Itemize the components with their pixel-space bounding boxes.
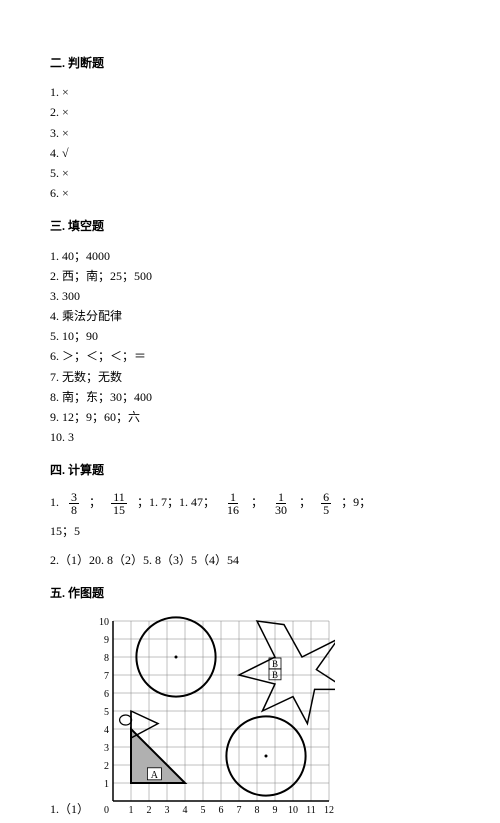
svg-text:1: 1 bbox=[104, 779, 109, 790]
calc-mid: ；1. 7；1. 47； bbox=[137, 493, 215, 512]
svg-text:6: 6 bbox=[219, 805, 224, 816]
judge-5: 5. × bbox=[50, 164, 450, 183]
frac-2: 11 15 bbox=[111, 491, 127, 516]
sep: ； bbox=[299, 493, 311, 512]
judge-answers: 1. × 2. × 3. × 4. √ 5. × 6. × bbox=[50, 83, 450, 203]
svg-text:1: 1 bbox=[129, 805, 134, 816]
grid-figure: 123456789101112123456789100BBA bbox=[95, 613, 335, 823]
section-4-title: 四. 计算题 bbox=[50, 461, 450, 480]
svg-text:2: 2 bbox=[147, 805, 152, 816]
figure-container: 1.（1） 123456789101112123456789100BBA bbox=[50, 613, 450, 823]
calc-line-1: 1. 3 8 ； 11 15 ；1. 7；1. 47； 1 16 ； 1 30 … bbox=[50, 491, 450, 516]
fill-7: 7. 无数；无数 bbox=[50, 368, 450, 387]
judge-6: 6. × bbox=[50, 184, 450, 203]
svg-text:9: 9 bbox=[273, 805, 278, 816]
calc-answers: 1. 3 8 ； 11 15 ；1. 7；1. 47； 1 16 ； 1 30 … bbox=[50, 491, 450, 570]
svg-text:7: 7 bbox=[237, 805, 242, 816]
svg-text:3: 3 bbox=[165, 805, 170, 816]
svg-text:9: 9 bbox=[104, 635, 109, 646]
svg-text:6: 6 bbox=[104, 689, 109, 700]
calc-line-3: 2.（1）20. 8（2）5. 8（3）5（4）54 bbox=[50, 551, 450, 570]
section-5-title: 五. 作图题 bbox=[50, 584, 450, 603]
frac-3: 1 16 bbox=[225, 491, 241, 516]
fill-5: 5. 10；90 bbox=[50, 327, 450, 346]
fill-10: 10. 3 bbox=[50, 428, 450, 447]
svg-text:B: B bbox=[272, 670, 278, 680]
frac-5: 6 5 bbox=[321, 491, 331, 516]
fill-1: 1. 40；4000 bbox=[50, 247, 450, 266]
calc-prefix: 1. bbox=[50, 493, 59, 512]
fill-8: 8. 南；东；30；400 bbox=[50, 388, 450, 407]
svg-text:0: 0 bbox=[104, 805, 109, 816]
figure-label: 1.（1） bbox=[50, 800, 89, 819]
svg-text:3: 3 bbox=[104, 743, 109, 754]
svg-text:B: B bbox=[272, 659, 278, 669]
frac-4: 1 30 bbox=[273, 491, 289, 516]
svg-text:7: 7 bbox=[104, 671, 109, 682]
svg-text:A: A bbox=[151, 770, 159, 781]
svg-text:4: 4 bbox=[104, 725, 109, 736]
fill-2: 2. 西；南；25；500 bbox=[50, 267, 450, 286]
calc-line-2: 15；5 bbox=[50, 522, 450, 541]
svg-text:4: 4 bbox=[183, 805, 188, 816]
svg-text:5: 5 bbox=[201, 805, 206, 816]
fill-6: 6. ＞；＜；＜；＝ bbox=[50, 347, 450, 366]
fill-9: 9. 12；9；60；六 bbox=[50, 408, 450, 427]
sep: ； bbox=[89, 493, 101, 512]
judge-4: 4. √ bbox=[50, 144, 450, 163]
judge-3: 3. × bbox=[50, 124, 450, 143]
svg-text:12: 12 bbox=[324, 805, 334, 816]
sep: ； bbox=[251, 493, 263, 512]
svg-text:8: 8 bbox=[255, 805, 260, 816]
judge-1: 1. × bbox=[50, 83, 450, 102]
fill-3: 3. 300 bbox=[50, 287, 450, 306]
section-3-title: 三. 填空题 bbox=[50, 217, 450, 236]
svg-text:10: 10 bbox=[99, 617, 109, 628]
section-2-title: 二. 判断题 bbox=[50, 54, 450, 73]
svg-text:5: 5 bbox=[104, 707, 109, 718]
judge-2: 2. × bbox=[50, 103, 450, 122]
calc-tail: ；9； bbox=[341, 493, 371, 512]
svg-text:2: 2 bbox=[104, 761, 109, 772]
fill-answers: 1. 40；4000 2. 西；南；25；500 3. 300 4. 乘法分配律… bbox=[50, 247, 450, 448]
frac-1: 3 8 bbox=[69, 491, 79, 516]
svg-text:10: 10 bbox=[288, 805, 298, 816]
svg-text:11: 11 bbox=[306, 805, 316, 816]
fill-4: 4. 乘法分配律 bbox=[50, 307, 450, 326]
svg-text:8: 8 bbox=[104, 653, 109, 664]
